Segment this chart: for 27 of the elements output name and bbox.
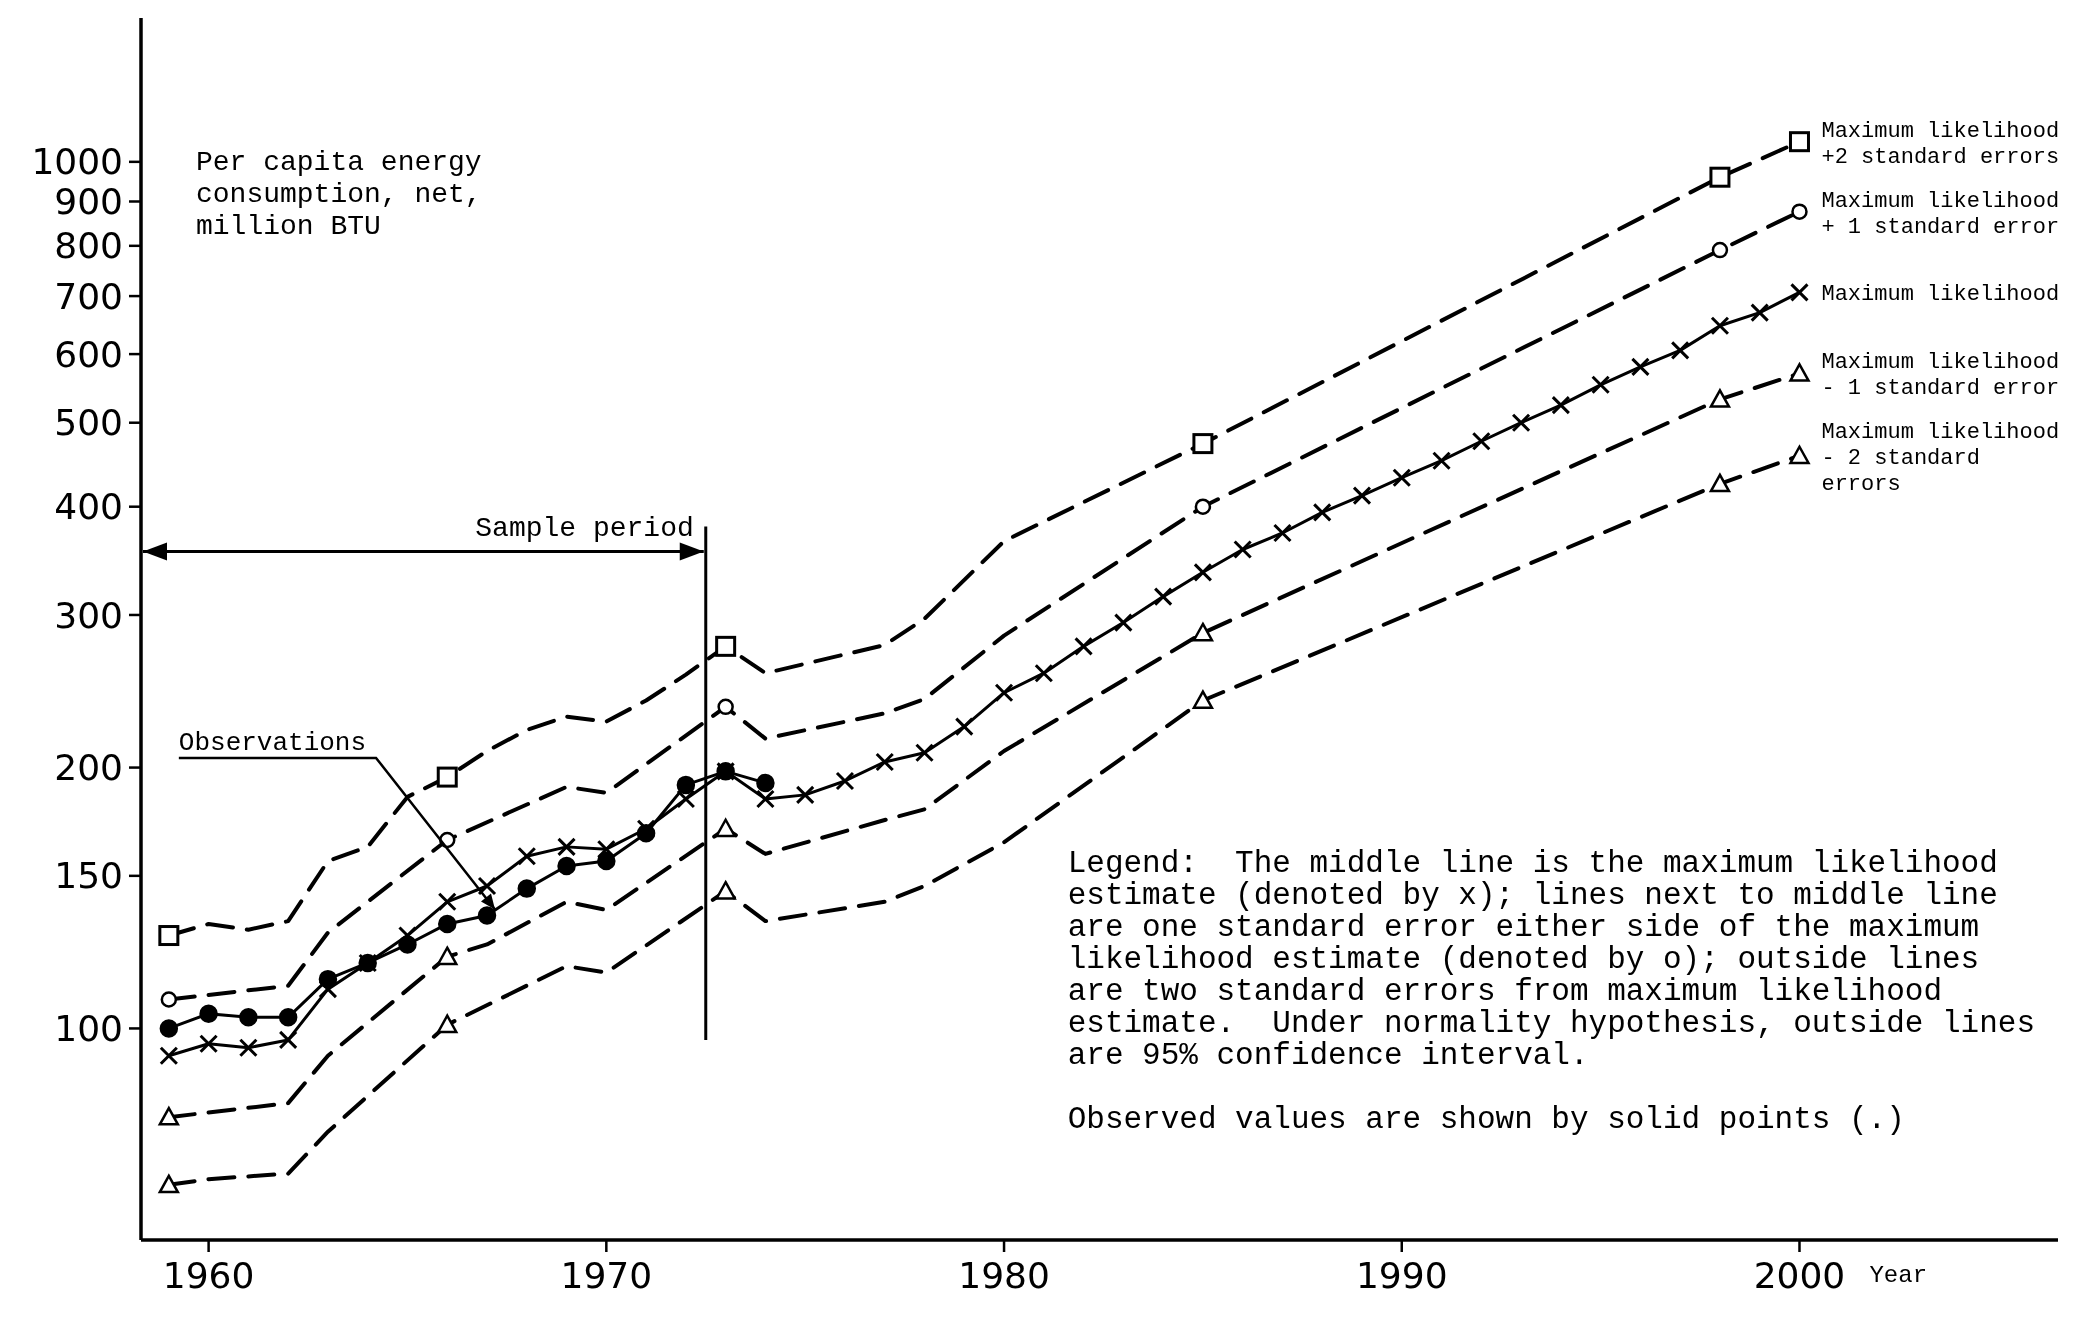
x-tick-label: 1980 (958, 1255, 1050, 1296)
x-tick-label: 2000 (1753, 1255, 1846, 1296)
text: Observations (178, 727, 367, 758)
series-label: Maximum likelihood +2 standard errors (1821, 118, 2060, 170)
series-label: Maximum likelihood - 1 standard error (1821, 350, 2060, 402)
y-tick-label: 500 (54, 402, 123, 444)
y-tick-label: 700 (54, 275, 123, 317)
annotation: Observed values are shown by solid points (.) (1067, 1101, 1905, 1137)
x-tick-label: 1990 (1355, 1255, 1448, 1296)
x-axis-title: Year (1869, 1262, 1928, 1289)
y-axis-title: Per capita energy consumption, net, million BTU (196, 147, 482, 243)
y-tick-label: 1000 (31, 141, 123, 183)
y-tick-label: 300 (54, 594, 123, 636)
x-tick-label: 1970 (560, 1255, 653, 1296)
y-tick-label: 800 (54, 225, 123, 267)
y-tick-label: 400 (54, 486, 123, 528)
y-tick-label: 150 (54, 855, 123, 897)
annotation: Legend: The middle line is the maximum likelihood estimate (denoted by x); lines next to middle line are one standard error either side of the maximum likelihood estimate (denoted by o); outside lines are two standard errors from maximum likelihood estimate. Under normality hypothesis, outside lines are 95% confidence interval. (1067, 845, 2036, 1073)
series-label: Maximum likelihood (1821, 282, 2060, 308)
x-tick-label: 1960 (162, 1255, 255, 1296)
y-tick-label: 100 (54, 1008, 123, 1050)
y-tick-label: 200 (54, 747, 123, 789)
series-label: Maximum likelihood + 1 standard error (1821, 188, 2060, 240)
ref-line-label: Sample period (475, 512, 694, 544)
y-tick-label: 600 (54, 333, 123, 375)
series-label: Maximum likelihood - 2 standard errors (1821, 419, 2060, 497)
y-tick-label: 900 (54, 181, 123, 223)
